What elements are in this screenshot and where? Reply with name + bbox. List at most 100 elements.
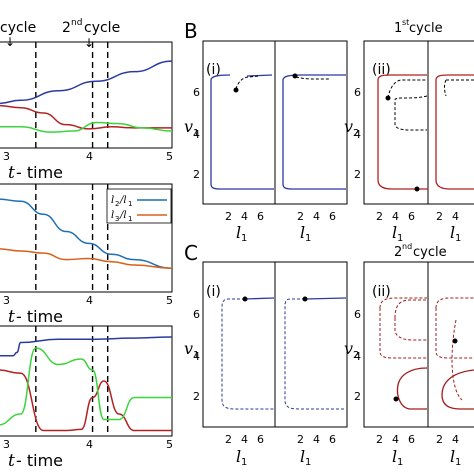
c-i-xtick-4: 4 <box>241 433 248 446</box>
xlabel-t: t <box>8 163 15 183</box>
b-ii-xlabel-sub: 1 <box>397 233 403 244</box>
b-ii-orbit-left <box>377 74 428 190</box>
xtick-5: 5 <box>166 150 173 163</box>
c-ii-dashed-2 <box>394 299 427 341</box>
legend-l3-den-sub: 1 <box>128 215 132 223</box>
b-i-xtick-6: 6 <box>257 210 264 223</box>
b-ii-xtick-4b: 4 <box>452 210 459 223</box>
plot-a-middle-frame <box>0 183 173 293</box>
b-i-xtick-4b: 4 <box>313 210 320 223</box>
b-i-xlabel-sub: 1 <box>241 233 247 244</box>
legend-l3-sub: 3 <box>115 215 119 223</box>
c-ii-orbit-left <box>396 367 428 410</box>
c-ii-orbit-right <box>441 369 474 410</box>
b-i-xtick-2b: 2 <box>297 210 304 223</box>
xlabel-t-mid: t <box>8 307 15 327</box>
panel-c-label: C <box>184 241 198 265</box>
c-i-ylabel-sub: 1 <box>193 350 199 361</box>
phase-c-ii: (ii) 6 4 2 v 2 2 4 6 2 4 l 1 l 1 <box>344 261 474 468</box>
b-ii-xtick-6: 6 <box>408 210 415 223</box>
c-ii-ytick-4: 4 <box>354 350 361 363</box>
xtick-4: 4 <box>86 150 93 163</box>
legend-l2-den: /l <box>119 195 127 206</box>
c-i-xlabel-sub: 1 <box>241 457 247 468</box>
b-ii-label: (ii) <box>372 62 391 78</box>
plot-a-bottom-frame <box>0 325 173 437</box>
c-i-point-left <box>242 296 248 302</box>
b-i-xtick-4: 4 <box>241 210 248 223</box>
legend-l2: l <box>111 195 114 206</box>
c-ii-label: (ii) <box>372 284 391 300</box>
c-cycle-word: cycle <box>413 245 447 260</box>
xtick-3-bot: 3 <box>3 438 10 451</box>
c-i-ytick-6: 6 <box>193 308 200 321</box>
c-i-label: (i) <box>206 284 221 300</box>
b-cycle-sup: st <box>402 18 409 27</box>
b-i-xtick-2: 2 <box>225 210 232 223</box>
xtick-4-mid: 4 <box>86 294 93 307</box>
b-ii-xtick-4: 4 <box>392 210 399 223</box>
c-ii-xtick-4: 4 <box>392 433 399 446</box>
b-ii-xlabel-b: l <box>450 223 455 242</box>
b-i-xtick-6b: 6 <box>329 210 336 223</box>
b-i-ytick-4: 4 <box>193 128 200 141</box>
c-ii-ylabel-sub: 2 <box>353 350 359 361</box>
b-i-dashed-left <box>235 75 261 90</box>
cycle1-label: cycle <box>0 20 36 36</box>
b-i-label: (i) <box>206 62 221 78</box>
b-ii-xtick-2: 2 <box>376 210 383 223</box>
b-ii-orbit-right <box>435 74 474 190</box>
legend-box <box>106 188 172 224</box>
c-i-orbit-left-solid <box>244 297 275 300</box>
c-i-xtick-6b: 6 <box>329 433 336 446</box>
b-ii-xtick-2b: 2 <box>436 210 443 223</box>
xlabel-t-bot: t <box>8 451 15 471</box>
b-ii-xlabel-b-sub: 1 <box>455 233 461 244</box>
series-line-red <box>0 104 172 130</box>
series-line-green <box>0 121 173 133</box>
b-ii-ytick-6: 6 <box>354 86 361 99</box>
c-ii-xtick-4b: 4 <box>452 433 459 446</box>
series-line-green <box>0 347 172 426</box>
legend-l3-den: /l <box>119 210 127 221</box>
c-i-orbit-left-dashed <box>221 298 274 410</box>
c-i-xlabel-b-sub: 1 <box>305 457 311 468</box>
cycle2-label-sup: nd <box>71 18 82 28</box>
c-i-xtick-6: 6 <box>257 433 264 446</box>
c-cycle-sup: nd <box>402 242 412 251</box>
plot-a-top-frame <box>0 41 173 149</box>
c-cycle-num: 2 <box>394 245 402 260</box>
b-i-point-right <box>292 73 298 79</box>
xlabel-rest-mid: - time <box>16 307 63 326</box>
series-line-legend_blue <box>0 198 173 269</box>
legend-l2-sub: 2 <box>115 200 119 208</box>
b-ii-ylabel-sub: 2 <box>353 128 359 139</box>
series-line-red <box>0 369 172 432</box>
b-i-ytick-2: 2 <box>193 168 200 181</box>
b-i-dashed-right <box>295 76 330 80</box>
cycle2-label-num: 2 <box>62 20 71 36</box>
c-ii-point-1 <box>393 396 399 402</box>
phase-b-i: (i) 6 4 2 v 1 2 4 6 2 4 6 l 1 l 1 <box>184 40 348 244</box>
b-i-point-left <box>233 87 239 93</box>
series-line-blue <box>0 60 173 105</box>
b-i-orbit-right <box>282 74 346 190</box>
b-i-xlabel: l <box>236 223 241 242</box>
c-i-xlabel-b: l <box>300 447 305 466</box>
c-ii-xtick-2b: 2 <box>436 433 443 446</box>
b-ii-point-1 <box>385 95 391 101</box>
b-ii-dashed-2 <box>394 95 428 131</box>
c-ii-xlabel-b-sub: 1 <box>455 457 461 468</box>
c-i-xtick-2: 2 <box>225 433 232 446</box>
xlabel-rest: - time <box>16 163 63 182</box>
c-ii-ylabel: v <box>344 339 353 358</box>
c-i-xtick-4b: 4 <box>313 433 320 446</box>
xtick-4-bot: 4 <box>86 438 93 451</box>
plot-a-top: 3 4 5 t - time <box>0 41 173 183</box>
b-ii-dashed-1 <box>387 79 427 99</box>
c-ii-dashed-1 <box>379 297 427 359</box>
c-i-orbit-right-dashed <box>284 298 346 410</box>
cycle2-label-word: cycle <box>84 20 120 36</box>
c-i-point-right <box>302 296 308 302</box>
plot-a-bottom: 3 4 5 t - time <box>0 325 173 471</box>
